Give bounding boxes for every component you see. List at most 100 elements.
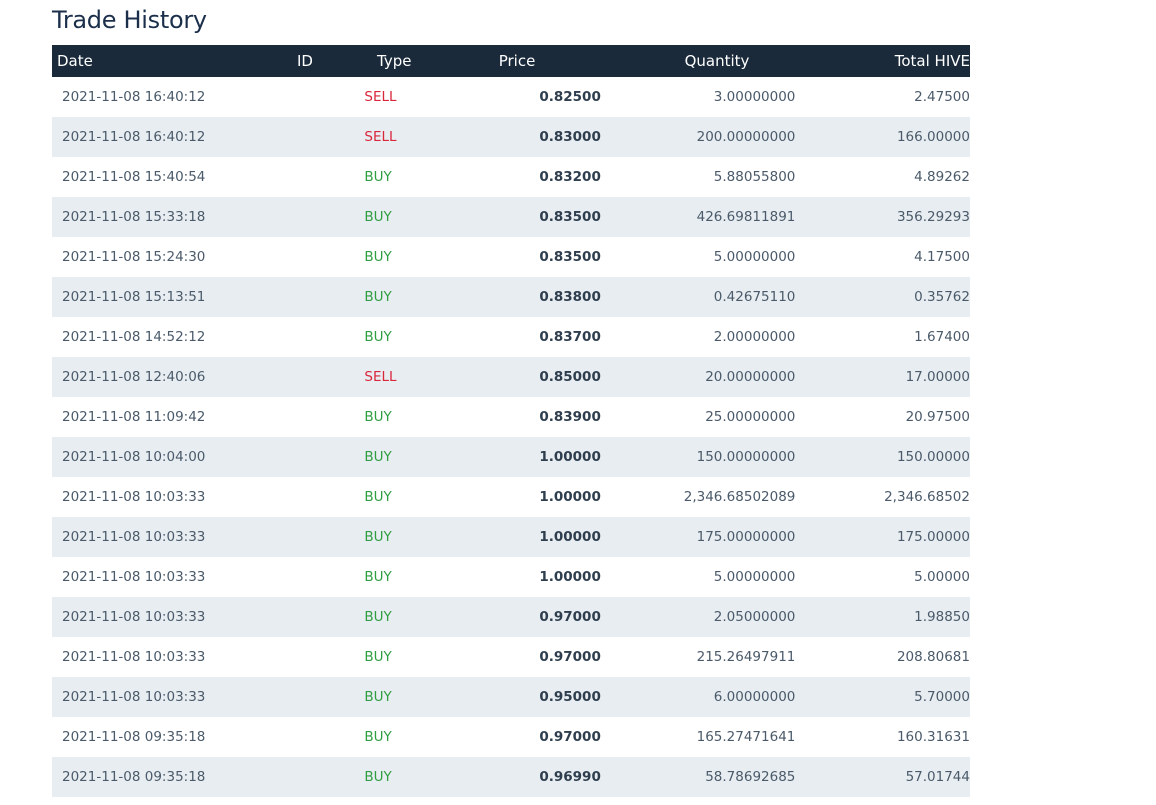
cell-date: 2021-11-08 09:35:18: [62, 729, 206, 745]
cell-quantity: 20.00000000: [705, 369, 796, 385]
table-row: 2021-11-08 15:13:51 BUY 0.83800 0.42675110 0…: [52, 277, 970, 317]
column-header-total[interactable]: Total HIVE: [894, 52, 970, 70]
table-row: 2021-11-08 10:03:33 BUY 1.00000 5.00000000 5…: [52, 557, 970, 597]
cell-quantity: 215.26497911: [696, 649, 796, 665]
table-row: 2021-11-08 15:33:18 BUY 0.83500 426.6981189…: [52, 197, 970, 237]
table-row: 2021-11-08 10:03:33 BUY 0.97000 2.05000000 1…: [52, 597, 970, 637]
cell-quantity: 6.00000000: [713, 689, 796, 705]
table-row: 2021-11-08 15:24:30 BUY 0.83500 5.00000000 4…: [52, 237, 970, 277]
cell-type: SELL: [364, 129, 397, 145]
cell-type: BUY: [364, 649, 392, 665]
cell-type: BUY: [364, 209, 392, 225]
cell-date: 2021-11-08 09:35:18: [62, 769, 206, 785]
table-row: 2021-11-08 11:09:42 BUY 0.83900 25.00000000…: [52, 397, 970, 437]
cell-total: 356.29293: [896, 209, 970, 225]
column-header-id[interactable]: ID: [297, 52, 313, 70]
table-row: 2021-11-08 10:03:33 BUY 0.97000 215.2649791…: [52, 637, 970, 677]
cell-total: 175.00000: [896, 529, 970, 545]
cell-type: BUY: [364, 249, 392, 265]
column-header-type[interactable]: Type: [377, 52, 412, 70]
table-row: 2021-11-08 09:35:18 BUY 0.96990 58.78692685…: [52, 757, 970, 797]
cell-date: 2021-11-08 10:04:00: [62, 449, 206, 465]
cell-date: 2021-11-08 15:13:51: [62, 289, 206, 305]
cell-price: 0.95000: [539, 689, 601, 705]
cell-total: 4.17500: [914, 249, 970, 265]
cell-total: 1.67400: [914, 329, 970, 345]
cell-date: 2021-11-08 15:40:54: [62, 169, 206, 185]
cell-quantity: 5.00000000: [713, 249, 796, 265]
cell-date: 2021-11-08 10:03:33: [62, 609, 206, 625]
cell-quantity: 5.88055800: [713, 169, 796, 185]
cell-date: 2021-11-08 10:03:33: [62, 689, 206, 705]
cell-price: 0.97000: [539, 729, 601, 745]
cell-total: 1.98850: [914, 609, 970, 625]
column-header-quantity[interactable]: Quantity: [684, 52, 750, 70]
cell-price: 0.83000: [539, 129, 601, 145]
cell-total: 2,346.68502: [884, 489, 970, 505]
cell-date: 2021-11-08 16:40:12: [62, 89, 206, 105]
cell-total: 57.01744: [905, 769, 970, 785]
cell-price: 0.83900: [539, 409, 601, 425]
cell-total: 166.00000: [896, 129, 970, 145]
cell-type: BUY: [364, 609, 392, 625]
cell-quantity: 0.42675110: [713, 289, 796, 305]
cell-quantity: 2.00000000: [713, 329, 796, 345]
cell-quantity: 2.05000000: [713, 609, 796, 625]
table-row: 2021-11-08 16:40:12 SELL 0.82500 3.00000000…: [52, 77, 970, 117]
cell-date: 2021-11-08 16:40:12: [62, 129, 206, 145]
table-row: 2021-11-08 09:35:18 BUY 0.97000 165.2747164…: [52, 717, 970, 757]
table-row: 2021-11-08 10:04:00 BUY 1.00000 150.0000000…: [52, 437, 970, 477]
cell-type: BUY: [364, 489, 392, 505]
cell-total: 5.70000: [914, 689, 970, 705]
cell-price: 0.96990: [539, 769, 601, 785]
page-title: Trade History: [52, 6, 207, 34]
trade-history-table: Date ID Type Price Quantity Total HIVE 2…: [52, 45, 970, 797]
table-row: 2021-11-08 15:40:54 BUY 0.83200 5.88055800 4…: [52, 157, 970, 197]
cell-total: 208.80681: [896, 649, 970, 665]
table-header: Date ID Type Price Quantity Total HIVE: [52, 45, 970, 77]
cell-date: 2021-11-08 10:03:33: [62, 649, 206, 665]
cell-price: 1.00000: [539, 449, 601, 465]
cell-type: BUY: [364, 689, 392, 705]
cell-date: 2021-11-08 14:52:12: [62, 329, 206, 345]
cell-date: 2021-11-08 10:03:33: [62, 489, 206, 505]
cell-price: 0.83700: [539, 329, 601, 345]
cell-quantity: 175.00000000: [696, 529, 796, 545]
cell-total: 0.35762: [914, 289, 970, 305]
cell-type: BUY: [364, 769, 392, 785]
cell-price: 1.00000: [539, 569, 601, 585]
cell-quantity: 200.00000000: [696, 129, 796, 145]
cell-date: 2021-11-08 15:33:18: [62, 209, 206, 225]
cell-type: SELL: [364, 89, 397, 105]
cell-quantity: 2,346.68502089: [683, 489, 796, 505]
column-header-price[interactable]: Price: [498, 52, 536, 70]
cell-quantity: 426.69811891: [696, 209, 796, 225]
cell-price: 0.83500: [539, 249, 601, 265]
cell-total: 17.00000: [905, 369, 970, 385]
cell-quantity: 25.00000000: [705, 409, 796, 425]
table-row: 2021-11-08 14:52:12 BUY 0.83700 2.00000000 1…: [52, 317, 970, 357]
column-header-date[interactable]: Date: [57, 52, 93, 70]
cell-quantity: 150.00000000: [696, 449, 796, 465]
cell-type: BUY: [364, 409, 392, 425]
cell-type: BUY: [364, 569, 392, 585]
table-row: 2021-11-08 10:03:33 BUY 0.95000 6.00000000 5…: [52, 677, 970, 717]
cell-date: 2021-11-08 11:09:42: [62, 409, 206, 425]
cell-total: 4.89262: [914, 169, 970, 185]
cell-price: 0.85000: [539, 369, 601, 385]
cell-total: 160.31631: [896, 729, 970, 745]
cell-price: 0.82500: [539, 89, 601, 105]
cell-total: 2.47500: [914, 89, 970, 105]
cell-quantity: 58.78692685: [705, 769, 796, 785]
cell-type: BUY: [364, 529, 392, 545]
cell-total: 5.00000: [914, 569, 970, 585]
cell-type: SELL: [364, 369, 397, 385]
cell-total: 150.00000: [896, 449, 970, 465]
cell-price: 1.00000: [539, 489, 601, 505]
cell-date: 2021-11-08 10:03:33: [62, 569, 206, 585]
cell-price: 1.00000: [539, 529, 601, 545]
table-row: 2021-11-08 10:03:33 BUY 1.00000 175.0000000…: [52, 517, 970, 557]
cell-date: 2021-11-08 12:40:06: [62, 369, 206, 385]
table-row: 2021-11-08 16:40:12 SELL 0.83000 200.000000…: [52, 117, 970, 157]
